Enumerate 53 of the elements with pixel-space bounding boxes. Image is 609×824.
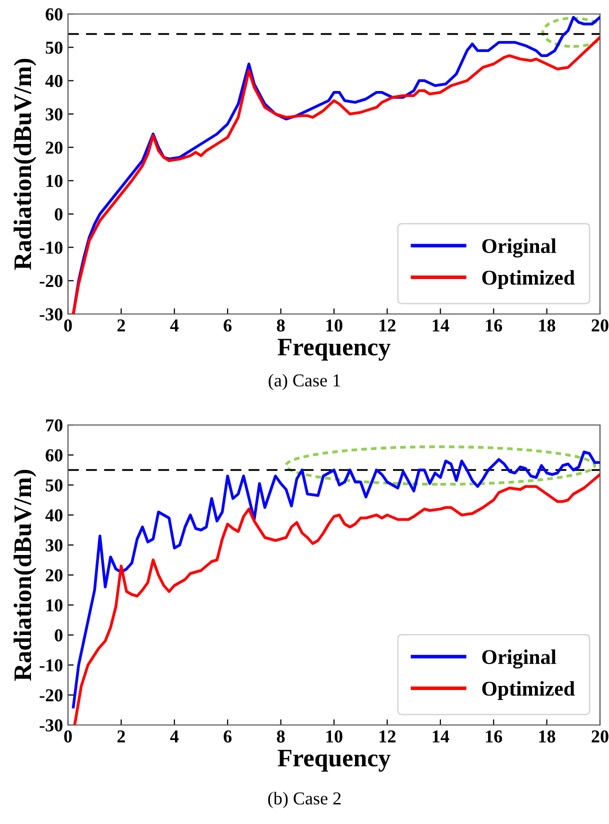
x-tick-label: 14 (432, 730, 450, 742)
x-tick-label: 16 (486, 730, 502, 743)
y-tick-label: -30 (40, 308, 62, 320)
x-tick-label: 12 (380, 730, 396, 742)
x-tick-label: 8 (276, 319, 285, 332)
y-tick-label: -10 (40, 242, 62, 254)
y-tick-label: 50 (46, 479, 62, 492)
text: (b) Case 2 (268, 792, 341, 808)
y-tick-label: 30 (46, 539, 62, 552)
x-tick-label: 6 (224, 319, 232, 332)
y-tick-label: 10 (46, 599, 62, 612)
legend-label: Original (482, 238, 556, 258)
y-tick-label: 30 (46, 108, 62, 120)
y-tick-label: 60 (46, 449, 62, 462)
y-tick-label: 0 (54, 208, 62, 220)
y-tick-label: 50 (46, 42, 62, 54)
x-tick-label: 14 (432, 319, 450, 332)
y-tick-label: 0 (54, 629, 62, 642)
x-tick-label: 20 (592, 319, 608, 332)
x-tick-label: 18 (539, 730, 556, 743)
y-tick-label: -20 (40, 274, 62, 288)
y-tick-label: 40 (45, 74, 62, 88)
y-tick-label: 20 (46, 569, 62, 582)
y-tick-label: -30 (40, 719, 62, 732)
y-tick-label: 20 (46, 142, 62, 154)
y-axis-title: Radiation(dBuV/m) (14, 58, 36, 270)
text: (a) Case 1 (268, 374, 340, 390)
y-tick-label: 10 (46, 174, 62, 188)
x-tick-label: 18 (539, 319, 556, 332)
x-tick-label: 4 (170, 730, 179, 742)
x-tick-label: 10 (326, 319, 342, 332)
y-tick-label: 40 (45, 509, 62, 522)
x-tick-label: 8 (276, 730, 285, 743)
y-axis-title: Radiation(dBuV/m) (14, 470, 36, 681)
x-tick-label: 4 (170, 320, 179, 332)
x-tick-label: 10 (326, 730, 342, 743)
y-tick-label: -20 (40, 689, 62, 702)
y-tick-label: -10 (40, 659, 62, 672)
x-axis-title: Frequency (278, 750, 390, 772)
x-tick-label: 2 (117, 319, 125, 332)
x-tick-label: 20 (592, 730, 608, 743)
legend-label: Optimized (482, 681, 575, 700)
x-axis-title: Frequency (278, 338, 390, 361)
x-tick-label: 6 (224, 730, 232, 743)
x-tick-label: 2 (117, 730, 125, 742)
legend-label: Original (482, 649, 556, 668)
y-tick-label: 70 (46, 419, 62, 432)
x-tick-label: 0 (64, 730, 72, 743)
legend-label: Optimized (482, 270, 575, 289)
x-tick-label: 0 (64, 319, 72, 332)
x-tick-label: 12 (380, 319, 396, 332)
y-tick-label: 60 (46, 8, 62, 20)
x-tick-label: 16 (486, 319, 502, 332)
